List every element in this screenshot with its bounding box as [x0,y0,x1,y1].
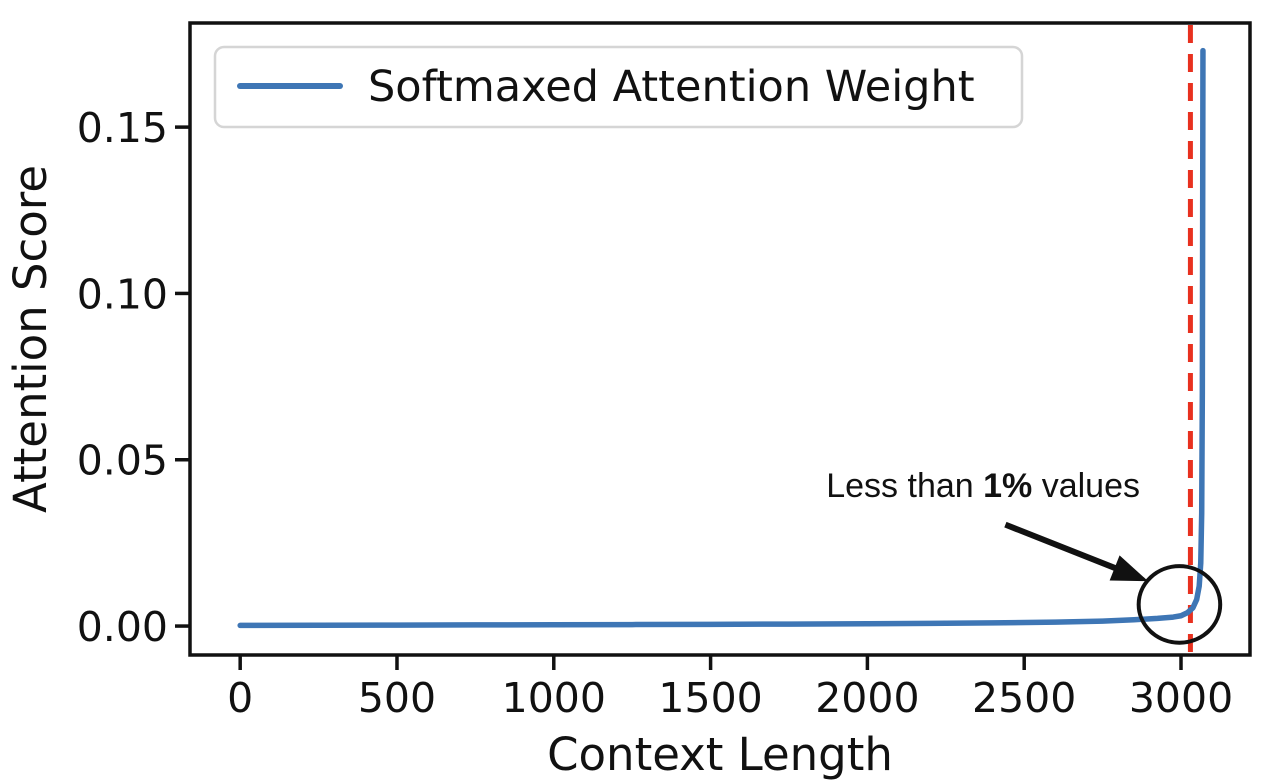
plot-spines [188,21,1252,657]
x-tick-label: 500 [358,674,436,722]
legend-box [213,45,1024,129]
axes: 0 500 1000 1500 2000 2500 3000 0.00 0.05 0.10 0.15 [77,21,1252,722]
x-tick-label: 1000 [502,674,606,722]
attention-weight-curve [237,47,1206,629]
annotation-arrow-shaft [1004,521,1124,574]
y-tick-label: 0.00 [77,603,168,651]
x-tick-label: 3000 [1129,674,1233,722]
annotation-text: Less than 1% values [826,467,1140,505]
y-tick-label: 0.15 [77,104,168,152]
x-tick-label: 2000 [815,674,919,722]
x-tick-label: 0 [227,674,253,722]
legend: Softmaxed Attention Weight [213,45,1024,129]
y-axis-label: Attention Score [4,165,57,513]
x-axis-label: Context Length [547,728,893,781]
annotation-text-part: 1% [983,467,1032,505]
annotation-text-part: Less than [826,467,983,505]
y-tick-label: 0.05 [77,437,168,485]
annotation-arrow-head [1109,555,1149,582]
x-tick-label: 1500 [658,674,762,722]
annotation-text-part: values [1032,467,1140,505]
legend-entry-label: Softmaxed Attention Weight [368,62,975,112]
less-than-1pct-annotation: Less than 1% values [826,467,1223,645]
highlight-circle [1136,564,1223,645]
y-tick-label: 0.10 [77,270,168,318]
x-tick-label: 2500 [972,674,1076,722]
series-curve [237,47,1206,629]
